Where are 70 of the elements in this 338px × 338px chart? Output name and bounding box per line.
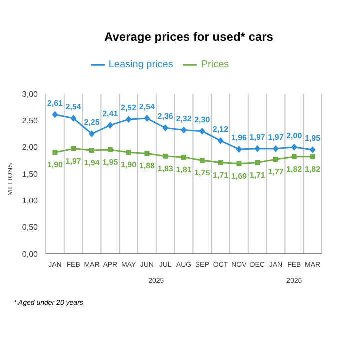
data-label: 1,77 <box>268 168 284 177</box>
point <box>71 146 76 152</box>
point <box>310 146 316 154</box>
y-tick-label: 0,00 <box>22 250 39 259</box>
legend-label: Prices <box>201 60 230 71</box>
y-tick-label: 1,00 <box>22 196 39 206</box>
data-label: 2,54 <box>66 102 82 112</box>
data-label: 1,69 <box>231 172 248 181</box>
data-label: 2,36 <box>158 112 174 122</box>
point <box>181 126 187 134</box>
y-tick-label: 3,00 <box>22 90 39 99</box>
data-label: 1,97 <box>268 132 284 142</box>
data-label: 1,95 <box>102 158 119 167</box>
point <box>200 158 205 164</box>
data-label: 1,90 <box>121 160 138 170</box>
point <box>255 160 260 166</box>
point <box>218 137 224 144</box>
point <box>236 161 242 166</box>
data-label: 2,00 <box>286 131 303 140</box>
point <box>70 115 77 122</box>
point <box>126 116 132 124</box>
data-label: 1,81 <box>176 165 192 174</box>
data-label: 1,97 <box>250 132 266 142</box>
data-label: 1,96 <box>231 133 248 142</box>
data-label: 1,82 <box>286 164 303 174</box>
point <box>182 154 186 160</box>
data-label: 1,95 <box>305 134 322 143</box>
point <box>144 115 150 122</box>
data-label: 2,32 <box>176 114 192 124</box>
point <box>52 111 58 118</box>
point <box>254 145 261 152</box>
point <box>162 124 169 132</box>
point <box>52 150 58 156</box>
data-label: 1,71 <box>250 170 266 180</box>
data-label: 2,54 <box>139 102 156 112</box>
y-tick-label: 0,50 <box>22 223 39 232</box>
point <box>199 128 206 135</box>
data-label: 1,71 <box>213 170 230 180</box>
data-label: 1,75 <box>194 168 211 178</box>
point <box>90 148 94 154</box>
data-label: 1,94 <box>84 158 100 168</box>
point <box>274 157 278 162</box>
point <box>310 154 316 160</box>
legend-label: Leasing prices <box>108 60 174 71</box>
data-label: 1,88 <box>139 162 156 171</box>
point <box>144 151 150 156</box>
point <box>291 144 298 151</box>
data-label: 1,82 <box>305 164 322 174</box>
point <box>273 145 279 152</box>
data-label: 2,12 <box>213 124 230 134</box>
point <box>236 146 242 153</box>
data-label: 2,30 <box>194 115 211 124</box>
data-label: 1,90 <box>47 160 64 170</box>
data-label: 1,97 <box>66 156 82 166</box>
chart-title: Average prices for used* cars <box>104 29 274 46</box>
y-tick-label: 1,50 <box>22 170 39 179</box>
data-label: 2,61 <box>47 98 64 108</box>
data-label: 2,41 <box>102 109 119 118</box>
point <box>108 148 113 152</box>
point <box>126 150 132 156</box>
y-tick-label: 2,00 <box>22 143 39 152</box>
point <box>89 130 95 138</box>
y-tick-label: 2,50 <box>22 116 39 126</box>
data-label: 1,83 <box>158 164 174 174</box>
point <box>163 154 168 159</box>
point <box>218 160 224 166</box>
data-label: 2,52 <box>121 104 138 113</box>
data-label: 2,25 <box>84 118 100 127</box>
point <box>107 122 114 129</box>
point <box>292 154 297 160</box>
